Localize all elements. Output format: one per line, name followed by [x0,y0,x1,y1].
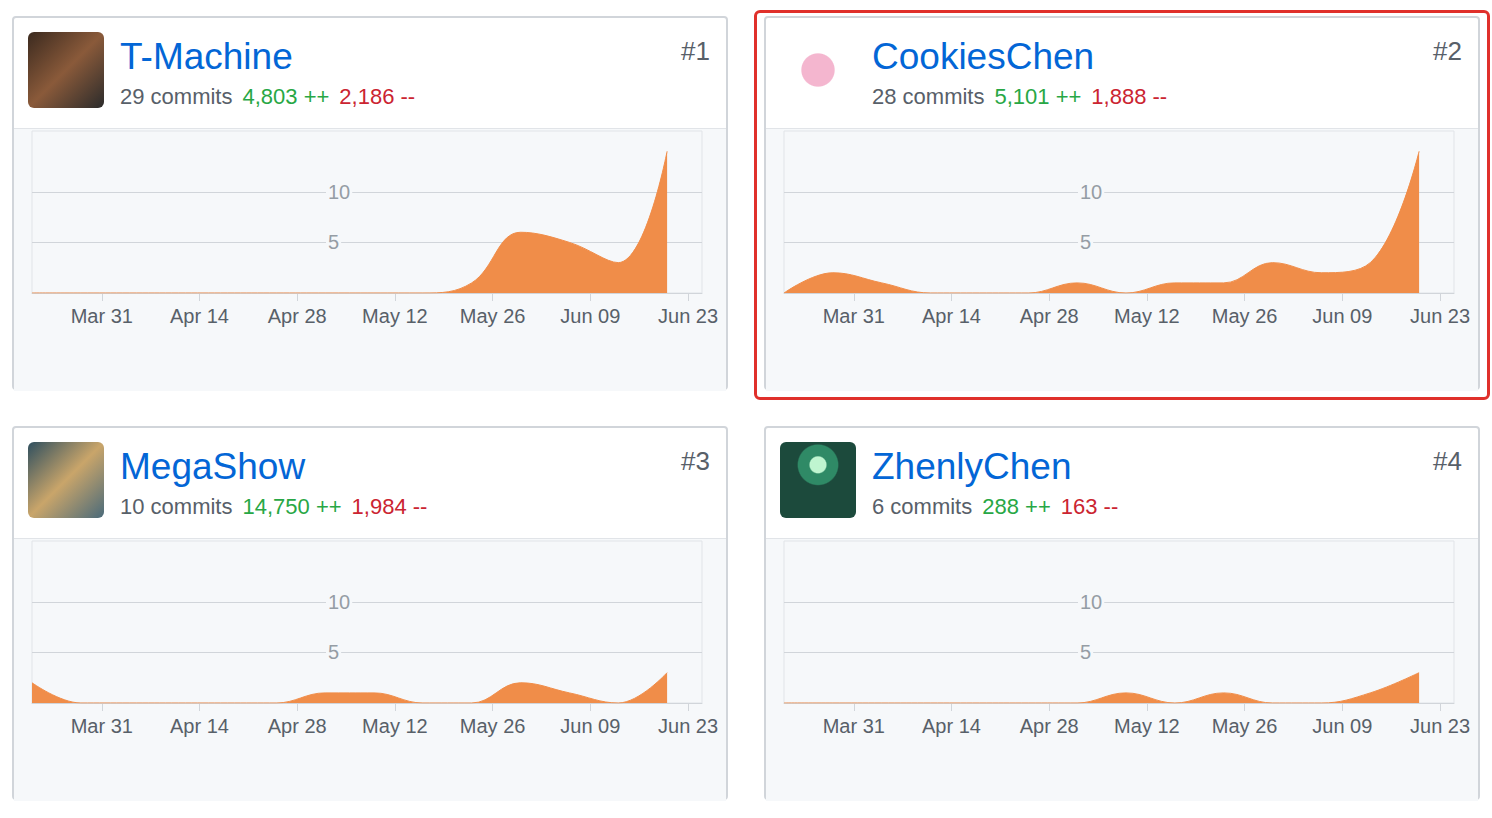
svg-text:10: 10 [328,181,350,203]
html-text:1,984 --: 1,984 -- [351,494,428,519]
svg-text:Apr 28: Apr 28 [268,715,327,737]
svg-text:Jun 09: Jun 09 [560,715,620,737]
html-text:2,186 --: 2,186 -- [339,84,416,109]
html-text:5,101 ++: 5,101 ++ [994,84,1082,109]
svg-text:May 26: May 26 [1212,305,1278,327]
svg-text:Jun 09: Jun 09 [1312,305,1372,327]
svg-text:5: 5 [328,231,339,253]
html-text:#2: #2 [1433,36,1462,66]
svg-text:May 26: May 26 [1212,715,1278,737]
svg-text:Mar 31: Mar 31 [71,305,133,327]
html-text:ZhenlyChen: ZhenlyChen [872,446,1072,487]
html-text:#3: #3 [681,446,710,476]
svg-text:Jun 23: Jun 23 [658,305,718,327]
svg-text:Apr 14: Apr 14 [922,715,981,737]
svg-text:Mar 31: Mar 31 [71,715,133,737]
html-text:28 commits: 28 commits [872,84,985,109]
svg-text:Jun 23: Jun 23 [1410,305,1470,327]
html-text:MegaShow: MegaShow [120,446,306,487]
svg-text:5: 5 [1080,231,1091,253]
svg-text:May 12: May 12 [1114,305,1180,327]
svg-text:5: 5 [1080,641,1091,663]
svg-text:10: 10 [328,591,350,613]
svg-text:May 12: May 12 [362,715,428,737]
svg-text:Jun 09: Jun 09 [560,305,620,327]
svg-text:Apr 14: Apr 14 [170,305,229,327]
html-text:14,750 ++: 14,750 ++ [242,494,342,519]
svg-text:Mar 31: Mar 31 [823,715,885,737]
html-text:163 --: 163 -- [1060,494,1119,519]
svg-text:Mar 31: Mar 31 [823,305,885,327]
svg-text:10: 10 [1080,181,1102,203]
svg-text:Jun 23: Jun 23 [1410,715,1470,737]
svg-text:May 12: May 12 [1114,715,1180,737]
svg-text:May 26: May 26 [460,305,526,327]
html-text:6 commits: 6 commits [872,494,973,519]
svg-text:5: 5 [328,641,339,663]
svg-text:May 26: May 26 [460,715,526,737]
svg-text:Apr 28: Apr 28 [1020,305,1079,327]
html-text:T-Machine: T-Machine [120,36,293,77]
svg-text:Jun 09: Jun 09 [1312,715,1372,737]
svg-text:Apr 14: Apr 14 [170,715,229,737]
svg-text:May 12: May 12 [362,305,428,327]
svg-text:Apr 28: Apr 28 [1020,715,1079,737]
svg-text:Apr 28: Apr 28 [268,305,327,327]
svg-text:10: 10 [1080,591,1102,613]
html-text:4,803 ++: 4,803 ++ [242,84,330,109]
svg-text:Apr 14: Apr 14 [922,305,981,327]
svg-text:Jun 23: Jun 23 [658,715,718,737]
html-text:#1: #1 [681,36,710,66]
html-text:29 commits: 29 commits [120,84,233,109]
html-text:CookiesChen: CookiesChen [872,36,1095,77]
html-text:10 commits: 10 commits [120,494,233,519]
html-text:1,888 --: 1,888 -- [1091,84,1168,109]
html-text:288 ++: 288 ++ [982,494,1051,519]
html-text:#4: #4 [1433,446,1462,476]
